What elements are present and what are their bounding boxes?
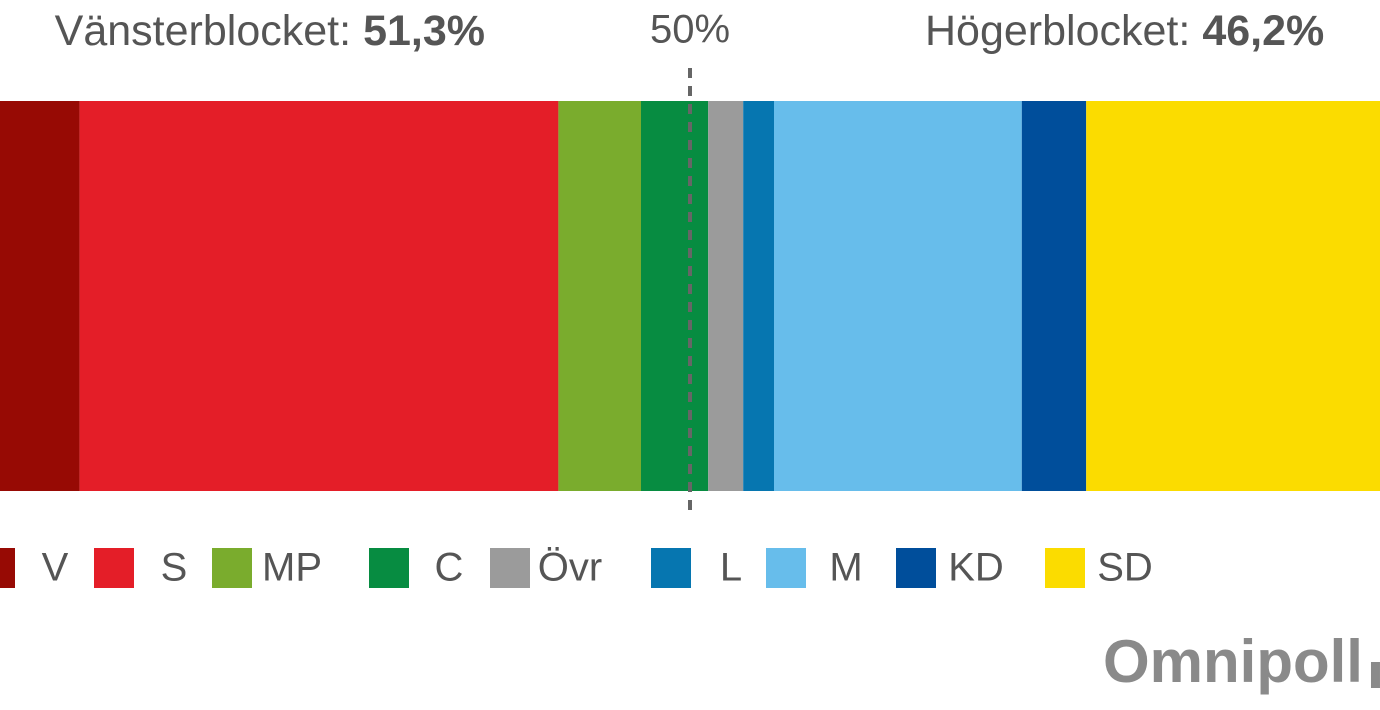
bar-segment [0,101,80,491]
bar-segment [1086,101,1380,491]
legend-label: MP [262,546,322,590]
legend-label: S [161,546,188,590]
legend-swatch [212,548,252,588]
bar-segment [743,101,774,491]
legend-label: C [435,546,464,590]
bar-segment [558,101,641,491]
right-block-label: Högerblocket: [925,7,1190,55]
legend-swatch [490,548,530,588]
legend-label: KD [948,546,1004,590]
legend-label: M [829,546,862,590]
bar-segment [774,101,1022,491]
legend-swatch [896,548,936,588]
legend-label: Övr [538,546,602,590]
legend-swatch [94,548,134,588]
bar-segment [641,101,709,491]
legend-swatch [369,548,409,588]
bar-segment [1021,101,1087,491]
logo-bar [1370,662,1380,688]
legend-swatch [766,548,806,588]
left-block-total: 51,3% [363,7,485,55]
legend-swatch [651,548,691,588]
bar-segment [79,101,559,491]
legend-label: V [42,546,69,590]
right-block-annotation: Högerblocket: 46,2% [925,7,1324,55]
right-block-total: 46,2% [1202,7,1324,55]
left-block-label: Vänsterblocket: [55,7,351,55]
legend-swatch [1045,548,1085,588]
bar-segment [708,101,744,491]
reference-label: 50% [650,8,730,52]
legend-swatch [0,548,15,588]
legend-label: SD [1097,546,1153,590]
left-block-annotation: Vänsterblocket: 51,3% [55,7,485,55]
logo: Omnipoll [1103,628,1363,695]
legend-label: L [720,546,742,590]
